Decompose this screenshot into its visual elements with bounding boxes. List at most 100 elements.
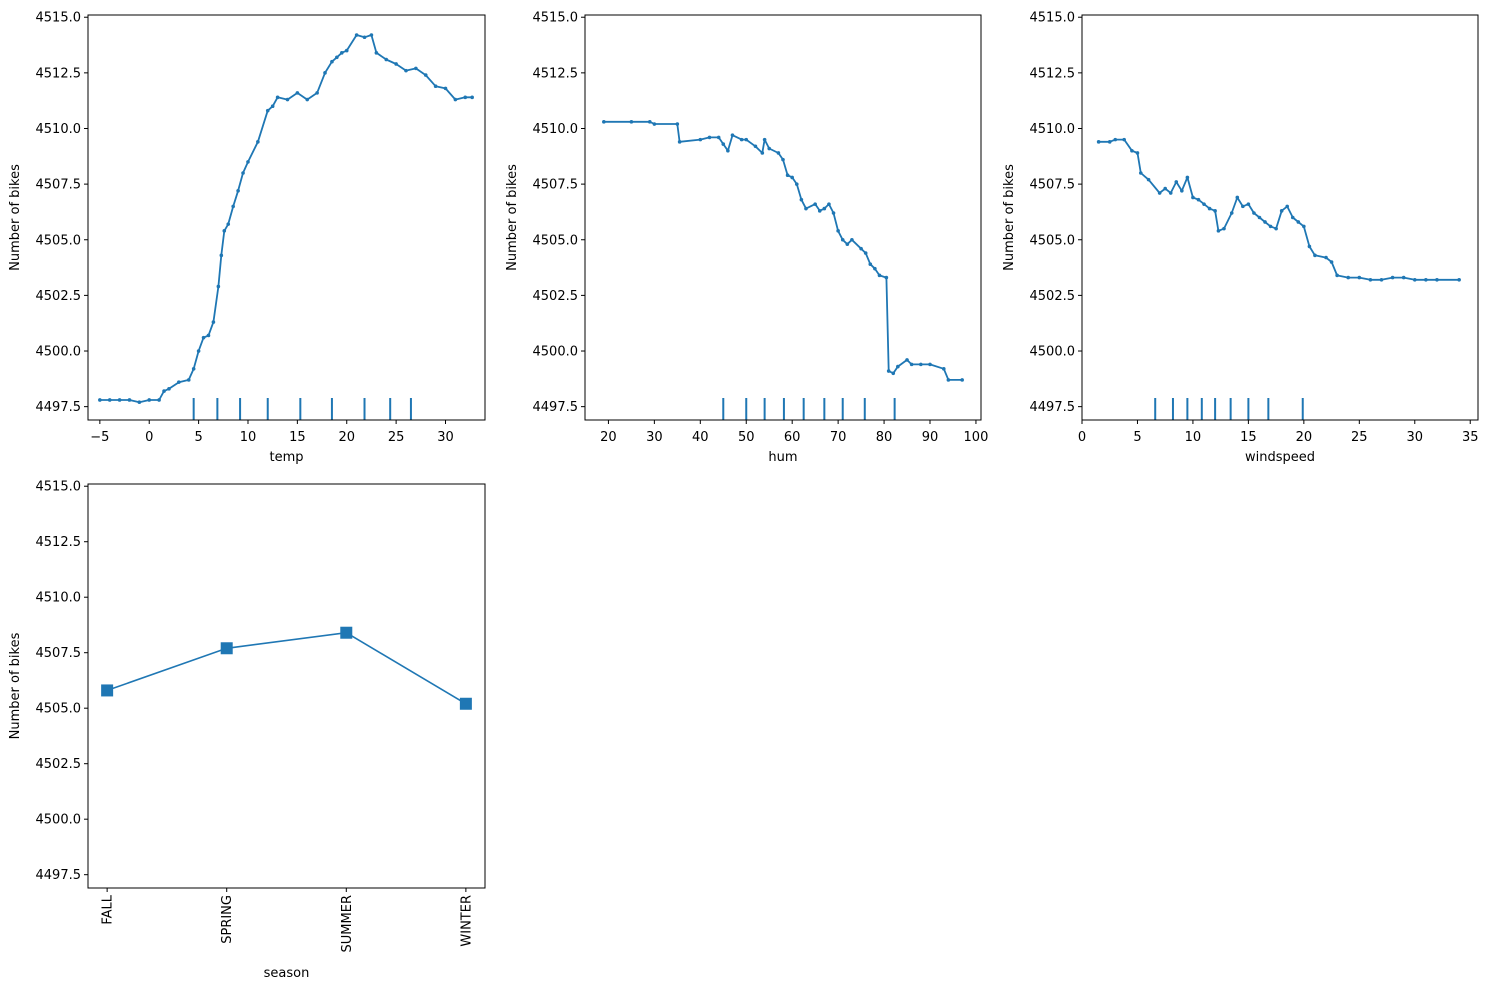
x-tick-label: WINTER	[459, 895, 474, 947]
data-point	[404, 68, 408, 73]
x-tick-label: 30	[646, 430, 663, 445]
y-tick-label: 4505.0	[1030, 233, 1076, 248]
x-tick-label: 25	[1351, 430, 1368, 445]
data-point	[698, 137, 703, 142]
data-point	[117, 398, 122, 402]
data-point	[877, 273, 882, 278]
data-point	[1307, 244, 1312, 249]
y-tick-label: 4507.5	[1030, 178, 1076, 193]
data-point	[884, 275, 889, 280]
data-point	[799, 197, 804, 202]
data-point	[1324, 255, 1328, 260]
data-point	[1174, 180, 1179, 184]
plot-frame	[87, 483, 486, 889]
y-tick-label: 4505.0	[533, 233, 579, 248]
data-point	[647, 120, 652, 124]
y-tick-label: 4502.5	[1030, 289, 1076, 304]
data-point	[840, 237, 845, 242]
y-tick-label: 4497.5	[36, 868, 82, 883]
data-point	[1113, 137, 1118, 142]
x-tick-label: 20	[1296, 430, 1313, 445]
data-point	[186, 378, 191, 382]
data-point	[330, 59, 334, 64]
x-tick-label: 70	[830, 430, 847, 445]
y-tick-label: 4500.0	[1030, 345, 1076, 360]
subplot-1: 4497.5 4500.0 4502.5 4505.0 4507.5 4510.0 4512…	[8, 11, 486, 465]
data-point	[845, 242, 850, 247]
data-point	[335, 55, 339, 60]
data-point	[1107, 140, 1112, 144]
y-tick-label: 4510.0	[36, 591, 82, 606]
data-point	[726, 148, 730, 153]
x-tick-label: 60	[784, 430, 801, 445]
data-point	[1435, 278, 1439, 282]
data-point	[1157, 191, 1162, 195]
y-tick-label: 4510.0	[1030, 122, 1076, 137]
series-line	[99, 34, 473, 404]
data-point	[1357, 275, 1362, 280]
data-point	[863, 251, 868, 255]
data-point	[928, 362, 932, 367]
data-point	[868, 262, 873, 267]
series-line	[1098, 138, 1460, 281]
data-point	[1185, 175, 1190, 180]
data-point	[730, 133, 735, 137]
data-point	[790, 175, 794, 180]
data-point	[226, 222, 231, 226]
data-point	[1191, 195, 1195, 200]
x-tick-label: 30	[437, 430, 454, 445]
data-point	[744, 137, 749, 142]
subplot-4: 4497.5 4500.0 4502.5 4505.0 4507.5 4510.0 4512…	[8, 480, 486, 981]
data-point	[716, 135, 721, 140]
y-tick-label: 4512.5	[36, 66, 82, 81]
data-point	[127, 398, 132, 402]
data-point	[241, 171, 245, 175]
data-point	[470, 95, 474, 100]
data-point	[1346, 275, 1351, 280]
data-point	[1329, 260, 1334, 264]
x-tick-label: 30	[1406, 430, 1423, 445]
data-point	[909, 362, 914, 367]
data-point	[305, 97, 310, 102]
data-point	[602, 120, 606, 124]
data-point	[873, 266, 877, 271]
data-point	[147, 398, 152, 402]
data-point	[433, 84, 438, 89]
data-point	[905, 358, 909, 362]
data-point	[1424, 278, 1428, 282]
data-point	[1241, 204, 1245, 209]
data-point	[354, 33, 359, 37]
data-point	[315, 91, 319, 95]
data-point	[265, 108, 270, 113]
x-tick-label: 20	[600, 430, 617, 445]
y-tick-label: 4510.0	[533, 122, 579, 137]
x-tick-label: 5	[1133, 430, 1141, 445]
data-point	[344, 48, 349, 53]
data-point	[414, 66, 418, 71]
data-point	[753, 144, 758, 149]
data-point	[1313, 253, 1317, 258]
data-point	[167, 387, 171, 391]
data-point	[459, 697, 472, 710]
x-tick-label: 40	[692, 430, 709, 445]
data-point	[675, 122, 680, 126]
x-tick-label: 20	[338, 430, 355, 445]
x-tick-label: 15	[289, 430, 306, 445]
data-point	[384, 57, 389, 62]
x-tick-label: 90	[922, 430, 939, 445]
data-point	[423, 73, 428, 77]
data-point	[1279, 209, 1284, 213]
data-point	[191, 367, 196, 371]
data-point	[340, 51, 344, 55]
x-axis-label: hum	[768, 450, 797, 465]
data-point	[1335, 273, 1339, 278]
y-tick-label: 4502.5	[36, 289, 82, 304]
data-point	[721, 142, 726, 146]
x-tick-label: SUMMER	[340, 895, 355, 952]
data-point	[859, 246, 863, 251]
data-point	[1263, 220, 1267, 224]
y-tick-label: 4507.5	[533, 178, 579, 193]
data-point	[886, 369, 891, 373]
data-point	[896, 364, 900, 369]
x-tick-label: FALL	[101, 894, 116, 924]
